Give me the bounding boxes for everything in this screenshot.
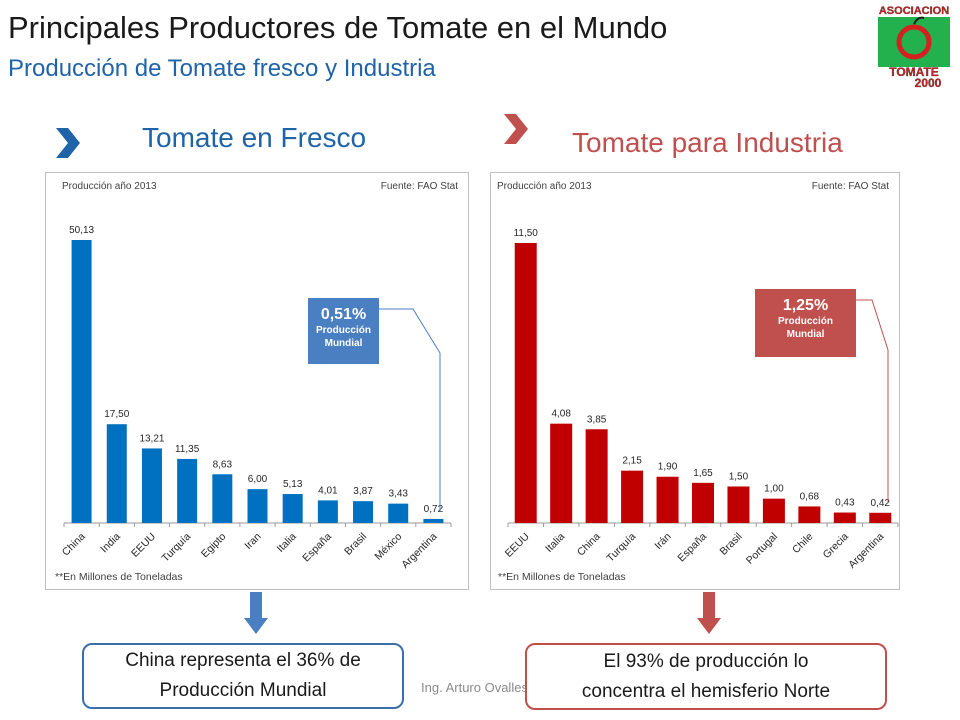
- data-label: 0,43: [835, 498, 855, 509]
- industry-section-title: Tomate para Industria: [572, 127, 843, 158]
- bar: [585, 429, 608, 523]
- arrow-down-icon: [244, 592, 268, 634]
- callout-label-2: Mundial: [786, 329, 825, 340]
- chart-footnote: **En Millones de Toneladas: [498, 571, 626, 583]
- industry-chart-panel: Producción año 2013 Fuente: FAO Stat 11,…: [490, 172, 900, 590]
- fresh-callout: 0,51% Producción Mundial: [308, 298, 379, 364]
- bar: [353, 501, 374, 523]
- bar: [692, 482, 714, 523]
- chart-footnote: **En Millones de Toneladas: [55, 571, 183, 583]
- bar: [798, 506, 821, 523]
- chevron-right-icon: [56, 128, 80, 158]
- bar: [177, 458, 198, 523]
- data-label: 1,65: [693, 468, 713, 479]
- bar: [423, 518, 444, 523]
- callout-value: 1,25%: [782, 297, 829, 314]
- fresh-bar-chart: 50,13China17,50India13,21EEUU11,35Turquí…: [60, 225, 452, 571]
- data-label: 3,85: [587, 414, 607, 425]
- chart-header-left: Producción año 2013: [497, 181, 592, 192]
- industry-leader-line: [856, 299, 889, 502]
- data-label: 6,00: [248, 474, 268, 485]
- data-label: 0,68: [800, 491, 820, 502]
- box-line-1: China representa el 36% de: [125, 650, 361, 671]
- data-label: 11,35: [175, 444, 200, 455]
- bar: [317, 500, 338, 523]
- asociacion-tomate-logo: ASOCIACION TOMATE 2000: [878, 5, 950, 88]
- callout-label-1: Producción: [777, 316, 833, 327]
- author-credit: Ing. Arturo Ovalles: [421, 680, 528, 695]
- box-line-2: Producción Mundial: [159, 680, 327, 701]
- fresh-section-title: Tomate en Fresco: [142, 122, 367, 153]
- logo-line1: ASOCIACION: [879, 5, 949, 17]
- data-label: 2,15: [622, 456, 642, 467]
- logo-line2: TOMATE: [889, 65, 939, 79]
- bar: [869, 512, 892, 523]
- chart-header-right: Fuente: FAO Stat: [380, 181, 458, 192]
- chart-header-right: Fuente: FAO Stat: [811, 181, 889, 192]
- bar: [833, 512, 856, 523]
- page-subtitle: Producción de Tomate fresco y Industria: [8, 55, 436, 82]
- data-label: 50,13: [69, 225, 94, 236]
- data-label: 0,42: [871, 498, 891, 509]
- bar: [141, 448, 162, 523]
- bar: [550, 423, 573, 523]
- data-label: 5,13: [283, 479, 303, 490]
- bar: [621, 470, 644, 523]
- industry-callout: 1,25% Producción Mundial: [755, 289, 856, 357]
- logo-line3: 2000: [915, 76, 942, 88]
- data-label: 3,43: [388, 489, 408, 500]
- callout-label-2: Mundial: [324, 338, 363, 349]
- data-label: 17,50: [104, 409, 129, 420]
- north-hemisphere-box: El 93% de producción lo concentra el hem…: [525, 643, 887, 710]
- bar: [71, 240, 92, 523]
- data-label: 0,72: [424, 504, 444, 515]
- chevron-right-icon: [504, 114, 528, 144]
- data-label: 4,08: [551, 409, 571, 420]
- data-label: 1,50: [729, 471, 749, 482]
- data-label: 1,90: [658, 462, 678, 473]
- china-share-box: China representa el 36% de Producción Mu…: [82, 643, 404, 709]
- bar: [388, 503, 409, 523]
- data-label: 3,87: [353, 486, 373, 497]
- bar: [727, 486, 750, 523]
- industry-bar-chart: 11,50EEUU4,08Italia3,85China2,15Turquía1…: [503, 228, 899, 571]
- data-label: 8,63: [213, 459, 233, 470]
- callout-label-1: Producción: [315, 325, 371, 336]
- data-label: 1,00: [764, 484, 784, 495]
- data-label: 11,50: [514, 228, 539, 239]
- bar: [762, 498, 785, 523]
- chart-header-left: Producción año 2013: [62, 181, 157, 192]
- bar: [247, 489, 268, 523]
- fresh-chart-panel: Producción año 2013 Fuente: FAO Stat 50,…: [45, 172, 469, 590]
- bar: [514, 243, 537, 523]
- bar: [212, 474, 233, 523]
- bar: [656, 476, 679, 523]
- bar: [106, 424, 127, 523]
- bar: [282, 494, 303, 523]
- box-line-1: El 93% de producción lo: [603, 650, 809, 672]
- data-label: 4,01: [318, 485, 338, 496]
- box-line-2: concentra el hemisferio Norte: [581, 680, 831, 702]
- fresh-leader-line: [379, 308, 441, 512]
- arrow-down-icon: [697, 592, 721, 634]
- callout-value: 0,51%: [320, 306, 367, 323]
- data-label: 13,21: [139, 433, 164, 444]
- page-title: Principales Productores de Tomate en el …: [8, 10, 668, 45]
